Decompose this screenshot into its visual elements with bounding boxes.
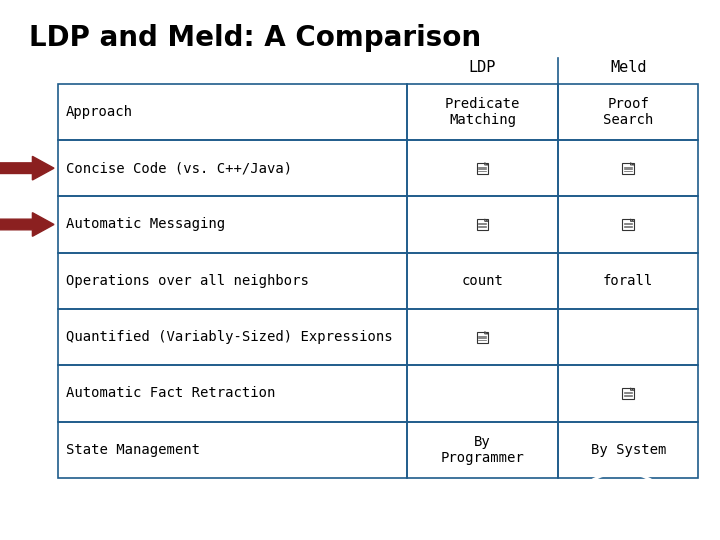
Polygon shape [623, 388, 634, 399]
Text: Predicate
Matching: Predicate Matching [445, 97, 520, 127]
Polygon shape [477, 163, 488, 174]
Text: By
Programmer: By Programmer [441, 435, 524, 465]
Polygon shape [623, 219, 634, 230]
Text: count: count [462, 274, 503, 288]
FancyArrow shape [0, 157, 54, 180]
Polygon shape [485, 163, 488, 165]
Text: Approach: Approach [66, 105, 133, 119]
Polygon shape [477, 219, 488, 230]
Text: By System: By System [590, 443, 666, 457]
Text: ®: ® [618, 469, 626, 478]
Text: Quantified (Variably-Sized) Expressions: Quantified (Variably-Sized) Expressions [66, 330, 393, 344]
Polygon shape [631, 388, 634, 390]
Text: Proof
Search: Proof Search [603, 97, 653, 127]
Text: Operations over all neighbors: Operations over all neighbors [66, 274, 309, 288]
Polygon shape [623, 163, 634, 174]
Polygon shape [485, 332, 488, 334]
Polygon shape [631, 219, 634, 221]
Text: Concise Code (vs. C++/Java): Concise Code (vs. C++/Java) [66, 161, 292, 175]
Text: Meld: Meld [610, 60, 647, 75]
Text: Automatic Messaging: Automatic Messaging [66, 218, 225, 232]
FancyArrow shape [0, 213, 54, 237]
Text: 8: 8 [18, 511, 24, 521]
Polygon shape [631, 163, 634, 165]
Text: Automatic Fact Retraction: Automatic Fact Retraction [66, 387, 276, 401]
Polygon shape [477, 332, 488, 342]
Text: LDP: LDP [469, 60, 496, 75]
Text: forall: forall [603, 274, 653, 288]
Text: 11/2/2007    Declarative Programming for Modular Robots: 11/2/2007 Declarative Programming for Mo… [50, 511, 394, 521]
Text: LDP and Meld: A Comparison: LDP and Meld: A Comparison [29, 24, 481, 52]
Polygon shape [485, 219, 488, 221]
Text: State Management: State Management [66, 443, 200, 457]
Text: intel: intel [603, 497, 642, 512]
